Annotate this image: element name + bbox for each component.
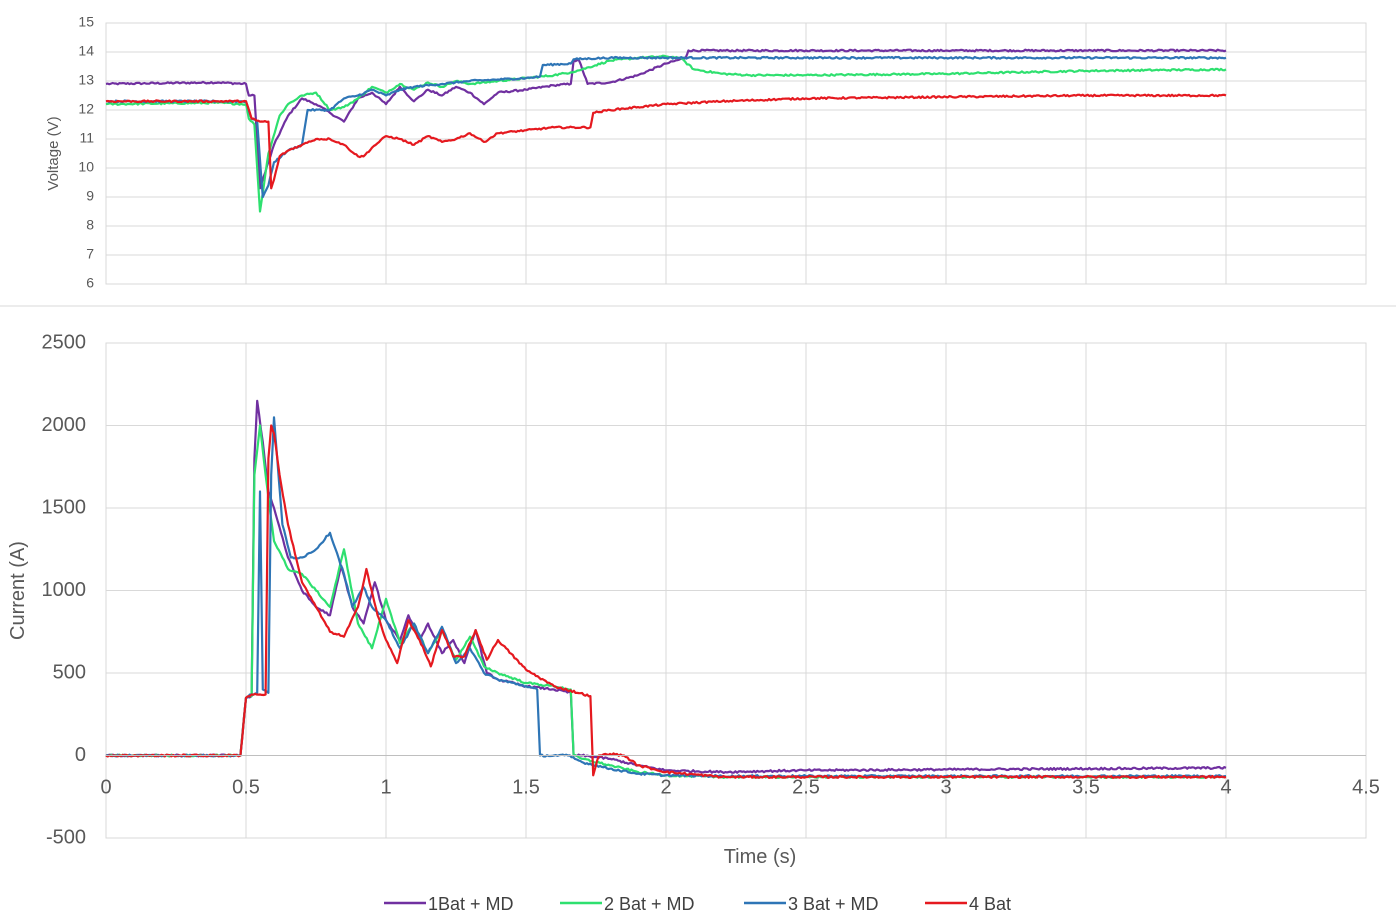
voltage-plot-area <box>105 22 1367 285</box>
y-tick-label: 14 <box>78 43 94 59</box>
y-tick-label: 0 <box>75 744 86 766</box>
y-tick-label: 7 <box>86 246 94 262</box>
y-tick-label: -500 <box>46 826 86 848</box>
x-tick-label: 0.5 <box>232 777 260 799</box>
y-tick-label: 500 <box>53 661 86 683</box>
series-line-4 <box>105 93 1227 190</box>
x-tick-label: 1.5 <box>512 777 540 799</box>
voltage-series <box>105 48 1227 213</box>
x-tick-label: 2.5 <box>792 777 820 799</box>
x-tick-label: 3.5 <box>1072 777 1100 799</box>
legend-label-4: 4 Bat <box>969 894 1011 914</box>
current-chart: -500 0 500 1000 1500 2000 2500 0 0.5 1 1.5 2 2.5 3 3.… <box>7 331 1380 868</box>
x-tick-label: 1 <box>380 777 391 799</box>
series-line-1 <box>105 48 1227 190</box>
y-tick-label: 1000 <box>42 579 87 601</box>
current-x-ticks: 0 0.5 1 1.5 2 2.5 3 3.5 4 4.5 <box>100 777 1379 799</box>
x-tick-label: 4 <box>1220 777 1231 799</box>
series-line-1 <box>105 399 1227 774</box>
y-tick-label: 9 <box>86 188 94 204</box>
y-tick-label: 2000 <box>42 414 87 436</box>
series-line-4 <box>105 424 1227 779</box>
y-tick-label: 12 <box>78 101 94 117</box>
current-series <box>105 399 1366 779</box>
y-tick-label: 13 <box>78 72 94 88</box>
y-tick-label: 6 <box>86 275 94 291</box>
x-tick-label: 2 <box>660 777 671 799</box>
voltage-chart: 6 7 8 9 10 11 12 13 14 15 Voltage (V) <box>45 14 1367 291</box>
y-tick-label: 2500 <box>42 331 87 353</box>
legend: 1Bat + MD 2 Bat + MD 3 Bat + MD 4 Bat <box>384 894 1011 914</box>
current-y-axis-label: Current (A) <box>7 541 29 640</box>
current-x-axis-label: Time (s) <box>724 846 797 868</box>
y-tick-label: 11 <box>79 130 94 146</box>
y-tick-label: 8 <box>86 217 94 233</box>
x-tick-label: 0 <box>100 777 111 799</box>
voltage-y-axis-label: Voltage (V) <box>45 116 62 190</box>
legend-label-2: 2 Bat + MD <box>604 894 695 914</box>
y-tick-label: 10 <box>78 159 94 175</box>
legend-label-1: 1Bat + MD <box>428 894 514 914</box>
voltage-y-ticks: 6 7 8 9 10 11 12 13 14 15 <box>78 14 94 291</box>
series-line-2 <box>105 54 1227 213</box>
y-tick-label: 15 <box>78 14 94 30</box>
current-y-ticks: -500 0 500 1000 1500 2000 2500 <box>42 331 87 848</box>
x-tick-label: 3 <box>940 777 951 799</box>
legend-label-3: 3 Bat + MD <box>788 894 879 914</box>
x-tick-label: 4.5 <box>1352 777 1380 799</box>
y-tick-label: 1500 <box>42 496 87 518</box>
